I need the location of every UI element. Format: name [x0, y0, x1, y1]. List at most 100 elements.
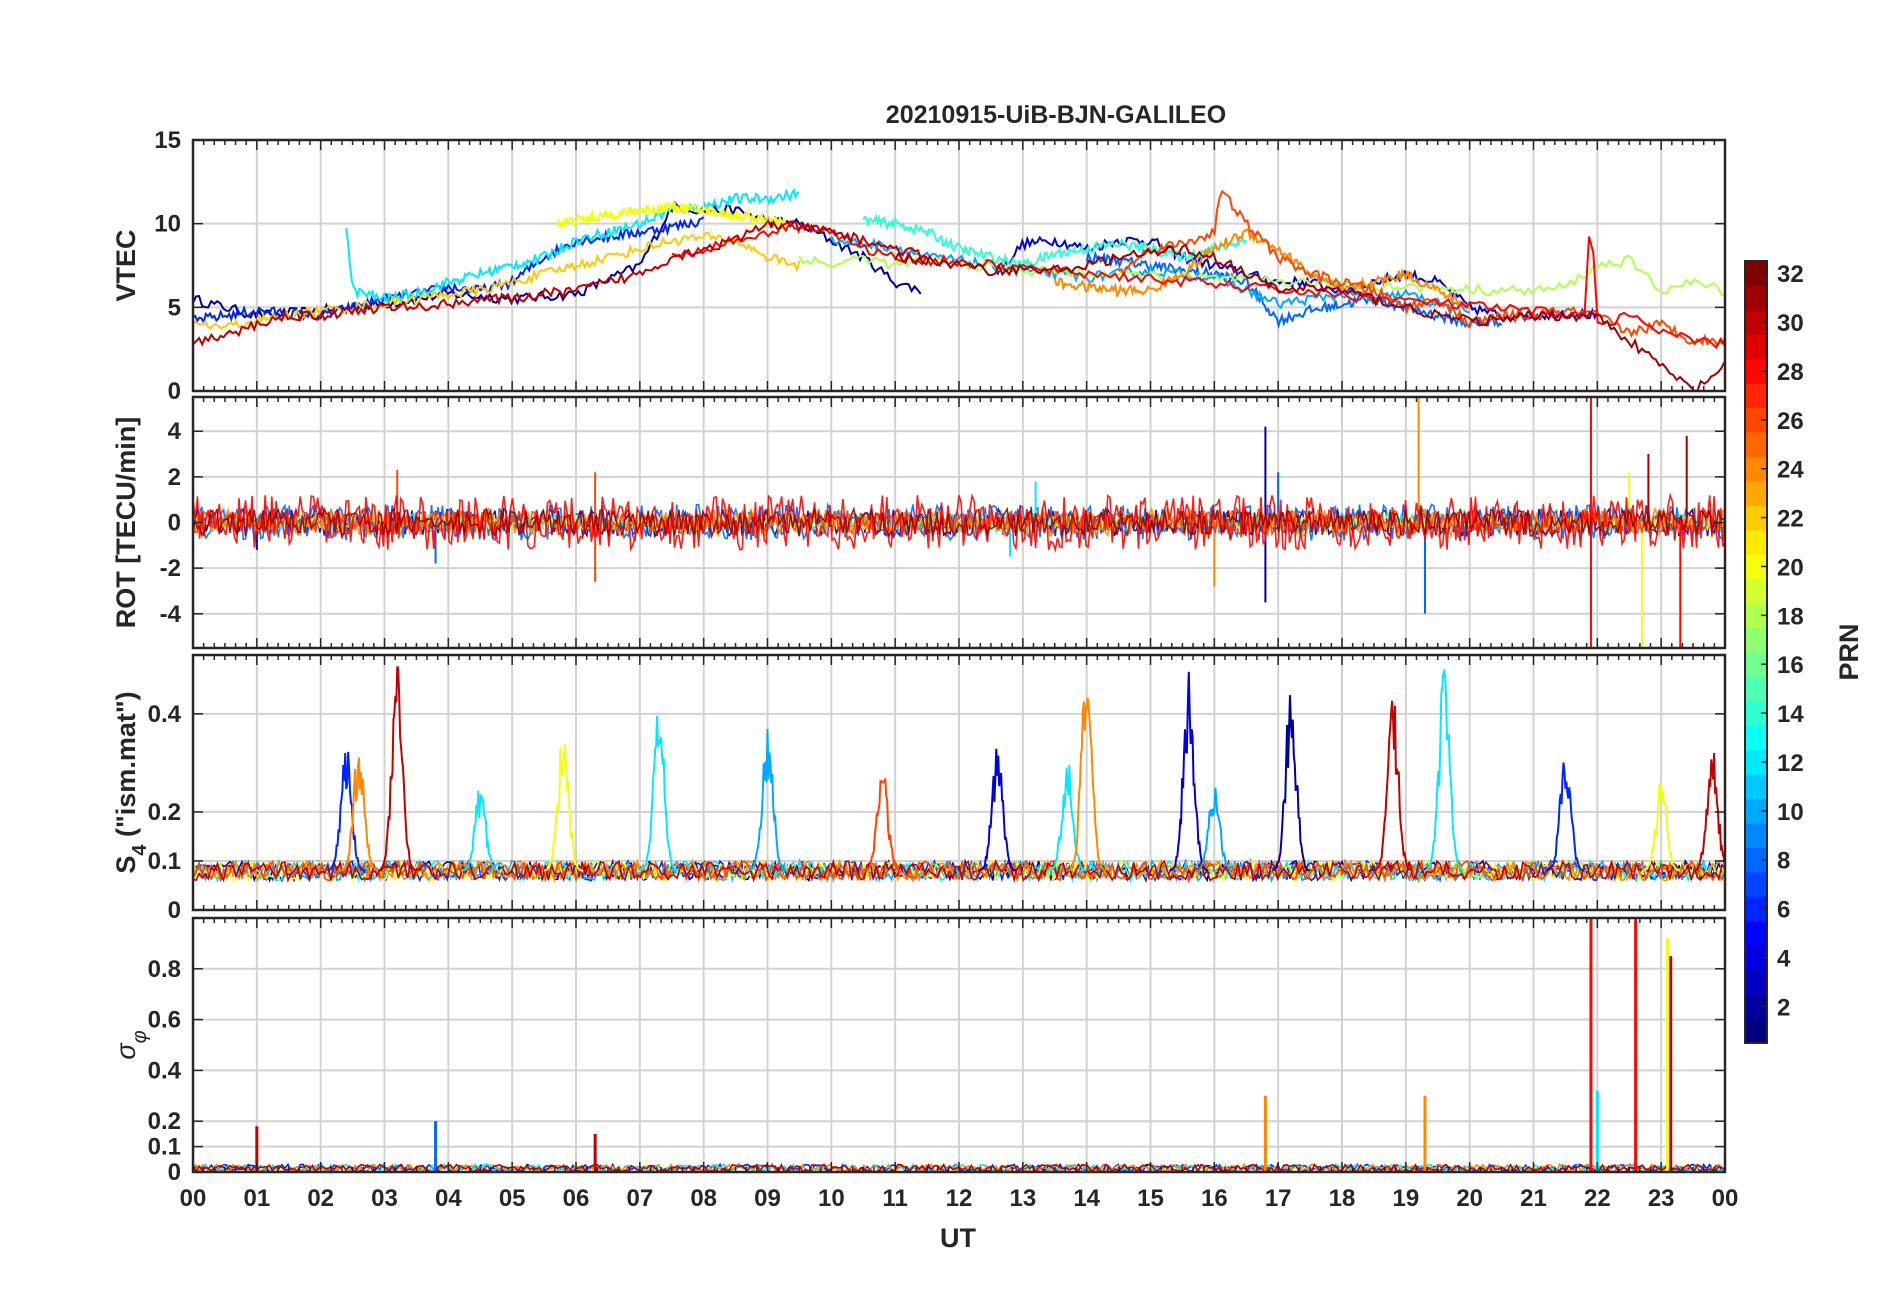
- colorbar-segment: [1745, 749, 1767, 775]
- colorbar-segment: [1745, 871, 1767, 897]
- colorbar-segment: [1745, 456, 1767, 482]
- colorbar-segment: [1745, 554, 1767, 580]
- x-tick-label: 04: [435, 1185, 462, 1212]
- x-tick-label: 13: [1009, 1185, 1036, 1212]
- series-line-prn-10: [830, 235, 1471, 315]
- colorbar-segment: [1745, 603, 1767, 629]
- y-axis-label-sigma_phi: σφ: [111, 1030, 151, 1059]
- colorbar-segment: [1745, 969, 1767, 995]
- series-line-prn-6: [193, 216, 705, 326]
- colorbar-segment: [1745, 823, 1767, 848]
- x-tick-label: 10: [818, 1185, 845, 1212]
- s4-burst-prn-12: [1424, 667, 1464, 872]
- y-tick-label: 0: [168, 897, 181, 924]
- y-tick-label: 0.4: [148, 1057, 182, 1084]
- colorbar-tick-label: 26: [1777, 408, 1804, 435]
- series-group-vtec: [193, 187, 1725, 391]
- colorbar-segment: [1745, 529, 1767, 555]
- x-tick-label: 11: [882, 1185, 907, 1212]
- colorbar-segment: [1745, 627, 1767, 653]
- s4-burst-prn-12: [461, 790, 500, 872]
- colorbar-segment: [1745, 407, 1767, 433]
- s4-burst-prn-30: [1692, 752, 1725, 872]
- y-tick-label: 10: [154, 211, 181, 238]
- s4-burst-prn-2: [1271, 695, 1311, 872]
- x-axis-label: UT: [940, 1223, 976, 1253]
- y-tick-label: 0: [168, 510, 181, 537]
- s4-burst-prn-6: [326, 751, 366, 872]
- x-tick-label: 17: [1265, 1185, 1292, 1212]
- y-label-rest: ("ism.mat"): [111, 691, 141, 844]
- colorbar-segment: [1745, 700, 1767, 726]
- x-tick-label: 09: [754, 1185, 781, 1212]
- y-axis-label-rot: ROT [TECU/min]: [111, 417, 141, 628]
- series-line-prn-2: [193, 200, 922, 322]
- y-tick-label: 15: [154, 127, 181, 154]
- colorbar-tick-label: 16: [1777, 652, 1804, 679]
- series-line-prn-31: [894, 243, 1725, 391]
- y-tick-label: 0.4: [148, 701, 182, 728]
- colorbar-segment: [1745, 847, 1767, 873]
- s4-burst-prn-24: [339, 757, 379, 872]
- x-tick-label: 08: [690, 1185, 717, 1212]
- s4-burst-prn-4: [1169, 671, 1209, 872]
- panel-rot: -4 -2 0 2 4 ROT [TECU/min]: [111, 395, 1727, 650]
- series-line-prn-28: [193, 492, 1725, 553]
- y-tick-label: 5: [168, 294, 181, 321]
- x-tick-label: 12: [946, 1185, 973, 1212]
- colorbar-segment: [1745, 285, 1767, 311]
- colorbar-tick-label: 10: [1777, 799, 1804, 826]
- colorbar-segment: [1745, 309, 1767, 335]
- y-tick-label: 0.1: [148, 848, 181, 875]
- colorbar-tick-label: 18: [1777, 603, 1804, 630]
- y-tick-label: -2: [160, 555, 181, 582]
- colorbar-tick-label: 32: [1777, 261, 1804, 288]
- x-tick-label: 07: [626, 1185, 653, 1212]
- colorbar-segment: [1745, 896, 1767, 922]
- series-line-prn-24: [1053, 228, 1471, 311]
- colorbar-segment: [1745, 994, 1767, 1020]
- colorbar-segment: [1745, 676, 1767, 702]
- s4-burst-prn-24: [1067, 697, 1107, 872]
- x-axis: 00 01 02 03 04 05 06 07 08 09 10 11 12 13 14 15 16 17 18 19…: [180, 1185, 1739, 1212]
- x-tick-label: 00: [1712, 1185, 1739, 1212]
- y-tick-label: -4: [160, 601, 182, 628]
- colorbar-tick-label: 14: [1777, 701, 1804, 728]
- s4-burst-prn-26: [863, 778, 902, 872]
- s4-burst-prn-30: [1373, 700, 1413, 872]
- colorbar-segment: [1745, 945, 1767, 971]
- x-tick-label: 05: [499, 1185, 526, 1212]
- colorbar-tick-label: 8: [1777, 848, 1790, 875]
- s4-burst-prn-4: [977, 748, 1017, 872]
- s4-burst-prn-10: [1195, 787, 1234, 872]
- s4-burst-prn-6: [1546, 762, 1585, 872]
- y-label-sub: 4: [129, 844, 151, 856]
- colorbar-segment: [1745, 432, 1767, 457]
- x-tick-label: 15: [1137, 1185, 1164, 1212]
- s4-burst-prn-20: [1641, 783, 1681, 872]
- colorbar-tick-label: 12: [1777, 750, 1804, 777]
- y-tick-label: 0.1: [148, 1134, 181, 1161]
- x-tick-label: 22: [1584, 1185, 1611, 1212]
- y-tick-label: 0.8: [148, 956, 181, 983]
- y-axis-label-vtec: VTEC: [111, 229, 141, 301]
- series-line-prn-26: [1118, 189, 1725, 348]
- panel-s4: 00.10.20.4S4 ("ism.mat"): [111, 653, 1727, 924]
- colorbar-segment: [1745, 358, 1767, 384]
- y-label-main: σ: [111, 1042, 141, 1060]
- baseline-line-prn-26: [193, 858, 1725, 884]
- colorbar-tick-label: 24: [1777, 457, 1804, 484]
- colorbar-segment: [1745, 505, 1767, 531]
- y-axis-label-s4: S4 ("ism.mat"): [111, 691, 151, 873]
- y-tick-label: 4: [168, 418, 182, 445]
- colorbar-tick-label: 28: [1777, 359, 1804, 386]
- series-line-prn-14: [862, 213, 1248, 273]
- series-line-prn-30: [193, 218, 928, 347]
- colorbar-segment: [1745, 725, 1767, 751]
- panel-vtec: 0 5 10 15 VTEC: [111, 127, 1727, 405]
- colorbar-segment: [1745, 383, 1767, 409]
- y-tick-label: 0.6: [148, 1007, 181, 1034]
